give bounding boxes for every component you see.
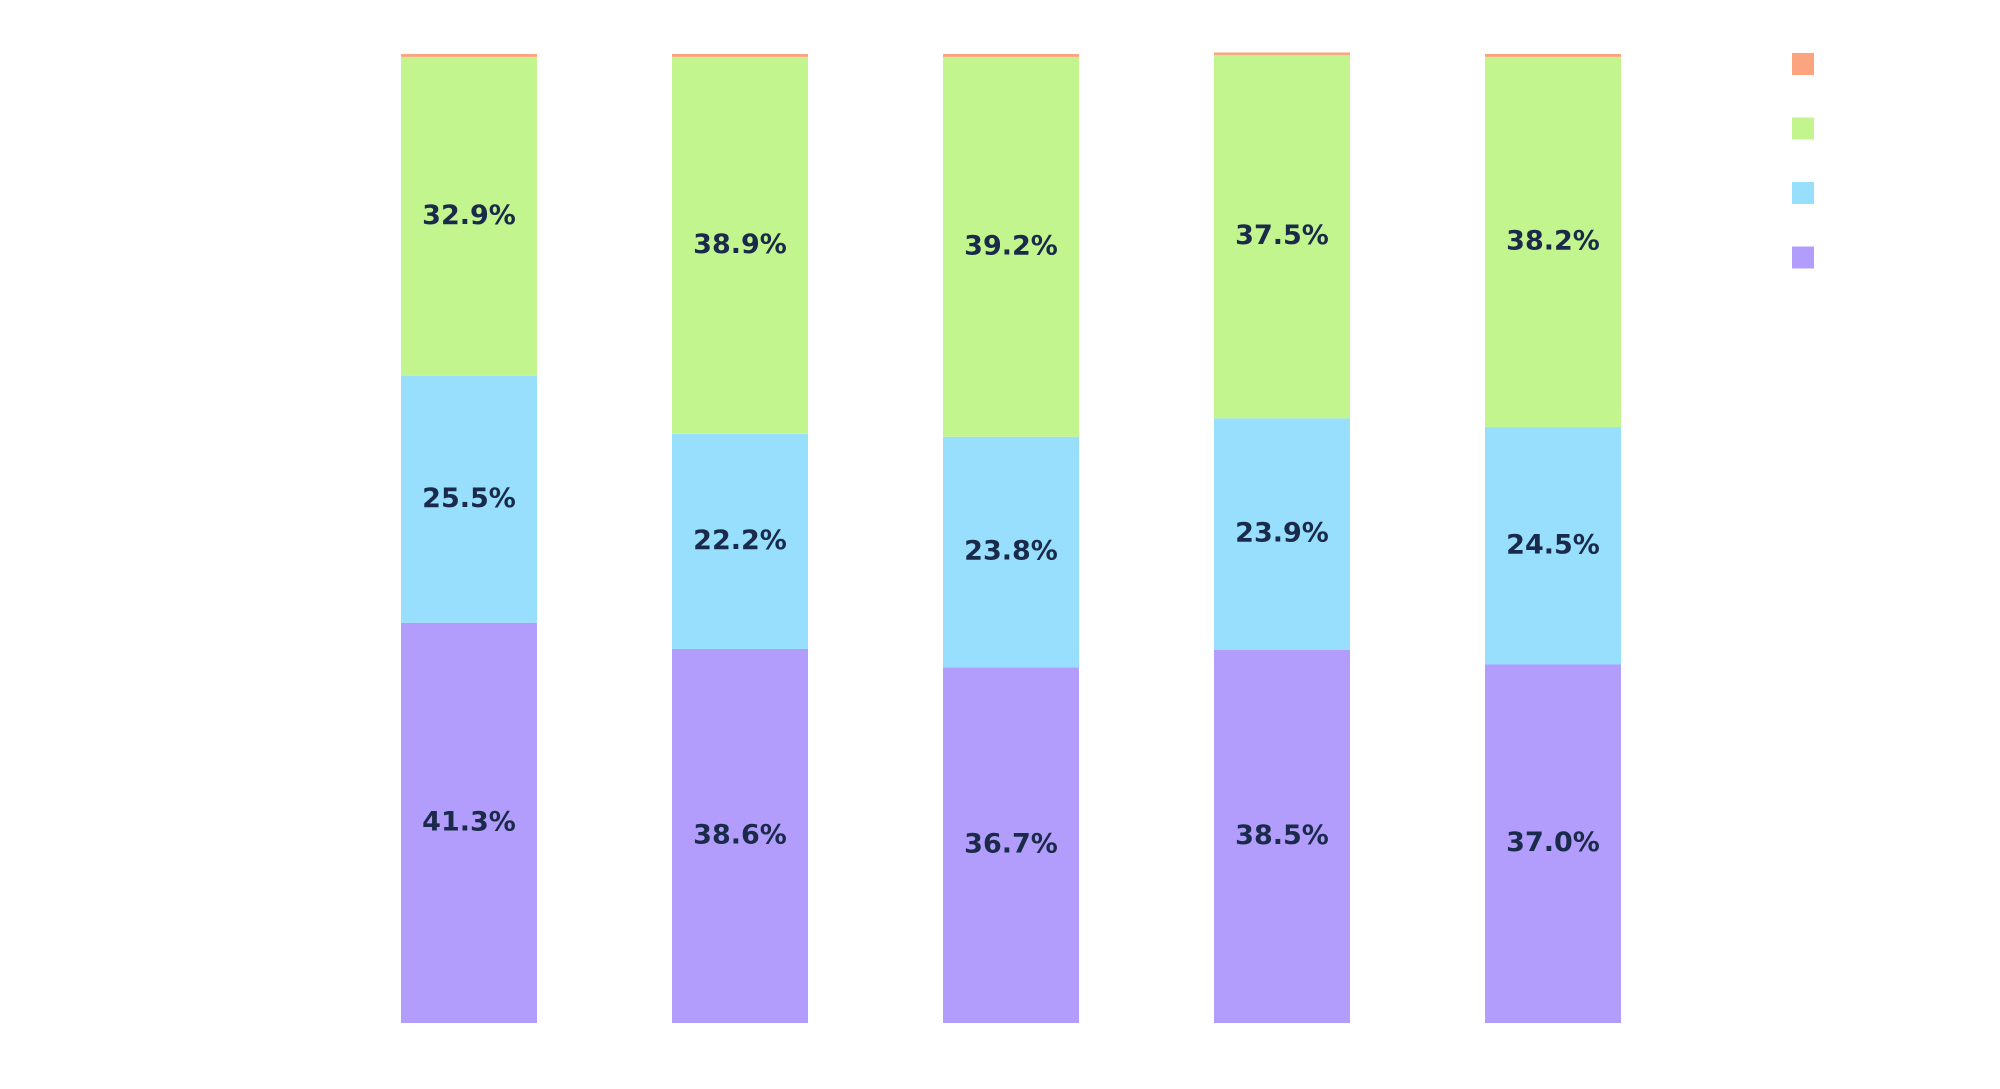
bar-segment-2-series-4 (672, 54, 808, 57)
legend-swatch-2 (1792, 117, 1814, 140)
data-label-5-series-3: 38.2% (1506, 225, 1600, 256)
data-label-4-series-2: 23.9% (1235, 518, 1329, 549)
bars-group (401, 52, 1621, 1023)
bar-segment-4-series-4 (1214, 52, 1350, 55)
data-label-4-series-1: 38.5% (1235, 820, 1329, 851)
legend-swatch-4 (1792, 246, 1814, 269)
data-label-3-series-2: 23.8% (964, 536, 1058, 567)
bar-segment-2-series-3 (672, 56, 808, 434)
data-label-2-series-2: 22.2% (693, 525, 787, 556)
bar-segment-5-series-1 (1485, 664, 1621, 1023)
data-label-1-series-3: 32.9% (422, 200, 516, 231)
legend-swatch-3 (1792, 182, 1814, 204)
data-label-3-series-1: 36.7% (964, 829, 1058, 860)
bar-segment-3-series-2 (943, 436, 1079, 668)
bar-segment-1-series-4 (401, 54, 537, 57)
bar-segment-4-series-3 (1214, 54, 1350, 419)
bar-segment-3-series-4 (943, 54, 1079, 57)
bar-segment-3-series-3 (943, 56, 1079, 437)
legend (1792, 53, 1814, 269)
bar-segment-5-series-3 (1485, 56, 1621, 428)
bar-segment-4-series-2 (1214, 418, 1350, 650)
data-label-3-series-3: 39.2% (964, 230, 1058, 261)
bar-segment-1-series-2 (401, 375, 537, 623)
bar-segment-1-series-3 (401, 56, 537, 376)
data-label-4-series-3: 37.5% (1235, 220, 1329, 251)
bar-segment-5-series-2 (1485, 427, 1621, 665)
data-label-2-series-1: 38.6% (693, 819, 787, 850)
bar-segment-4-series-1 (1214, 649, 1350, 1023)
data-label-5-series-1: 37.0% (1506, 827, 1600, 858)
bar-segment-2-series-2 (672, 433, 808, 649)
bar-segment-2-series-1 (672, 648, 808, 1023)
bar-segment-5-series-4 (1485, 54, 1621, 57)
bar-segment-1-series-1 (401, 622, 537, 1023)
data-label-1-series-2: 25.5% (422, 483, 516, 514)
data-label-5-series-2: 24.5% (1506, 529, 1600, 560)
data-labels-group: 41.3% 25.5% 32.9% 38.6% 22.2% 38.9% 36.7% 23.8%… (422, 200, 1600, 860)
legend-swatch-1 (1792, 53, 1814, 75)
data-label-1-series-1: 41.3% (422, 806, 516, 837)
data-label-2-series-3: 38.9% (693, 229, 787, 260)
bar-segment-3-series-1 (943, 667, 1079, 1023)
